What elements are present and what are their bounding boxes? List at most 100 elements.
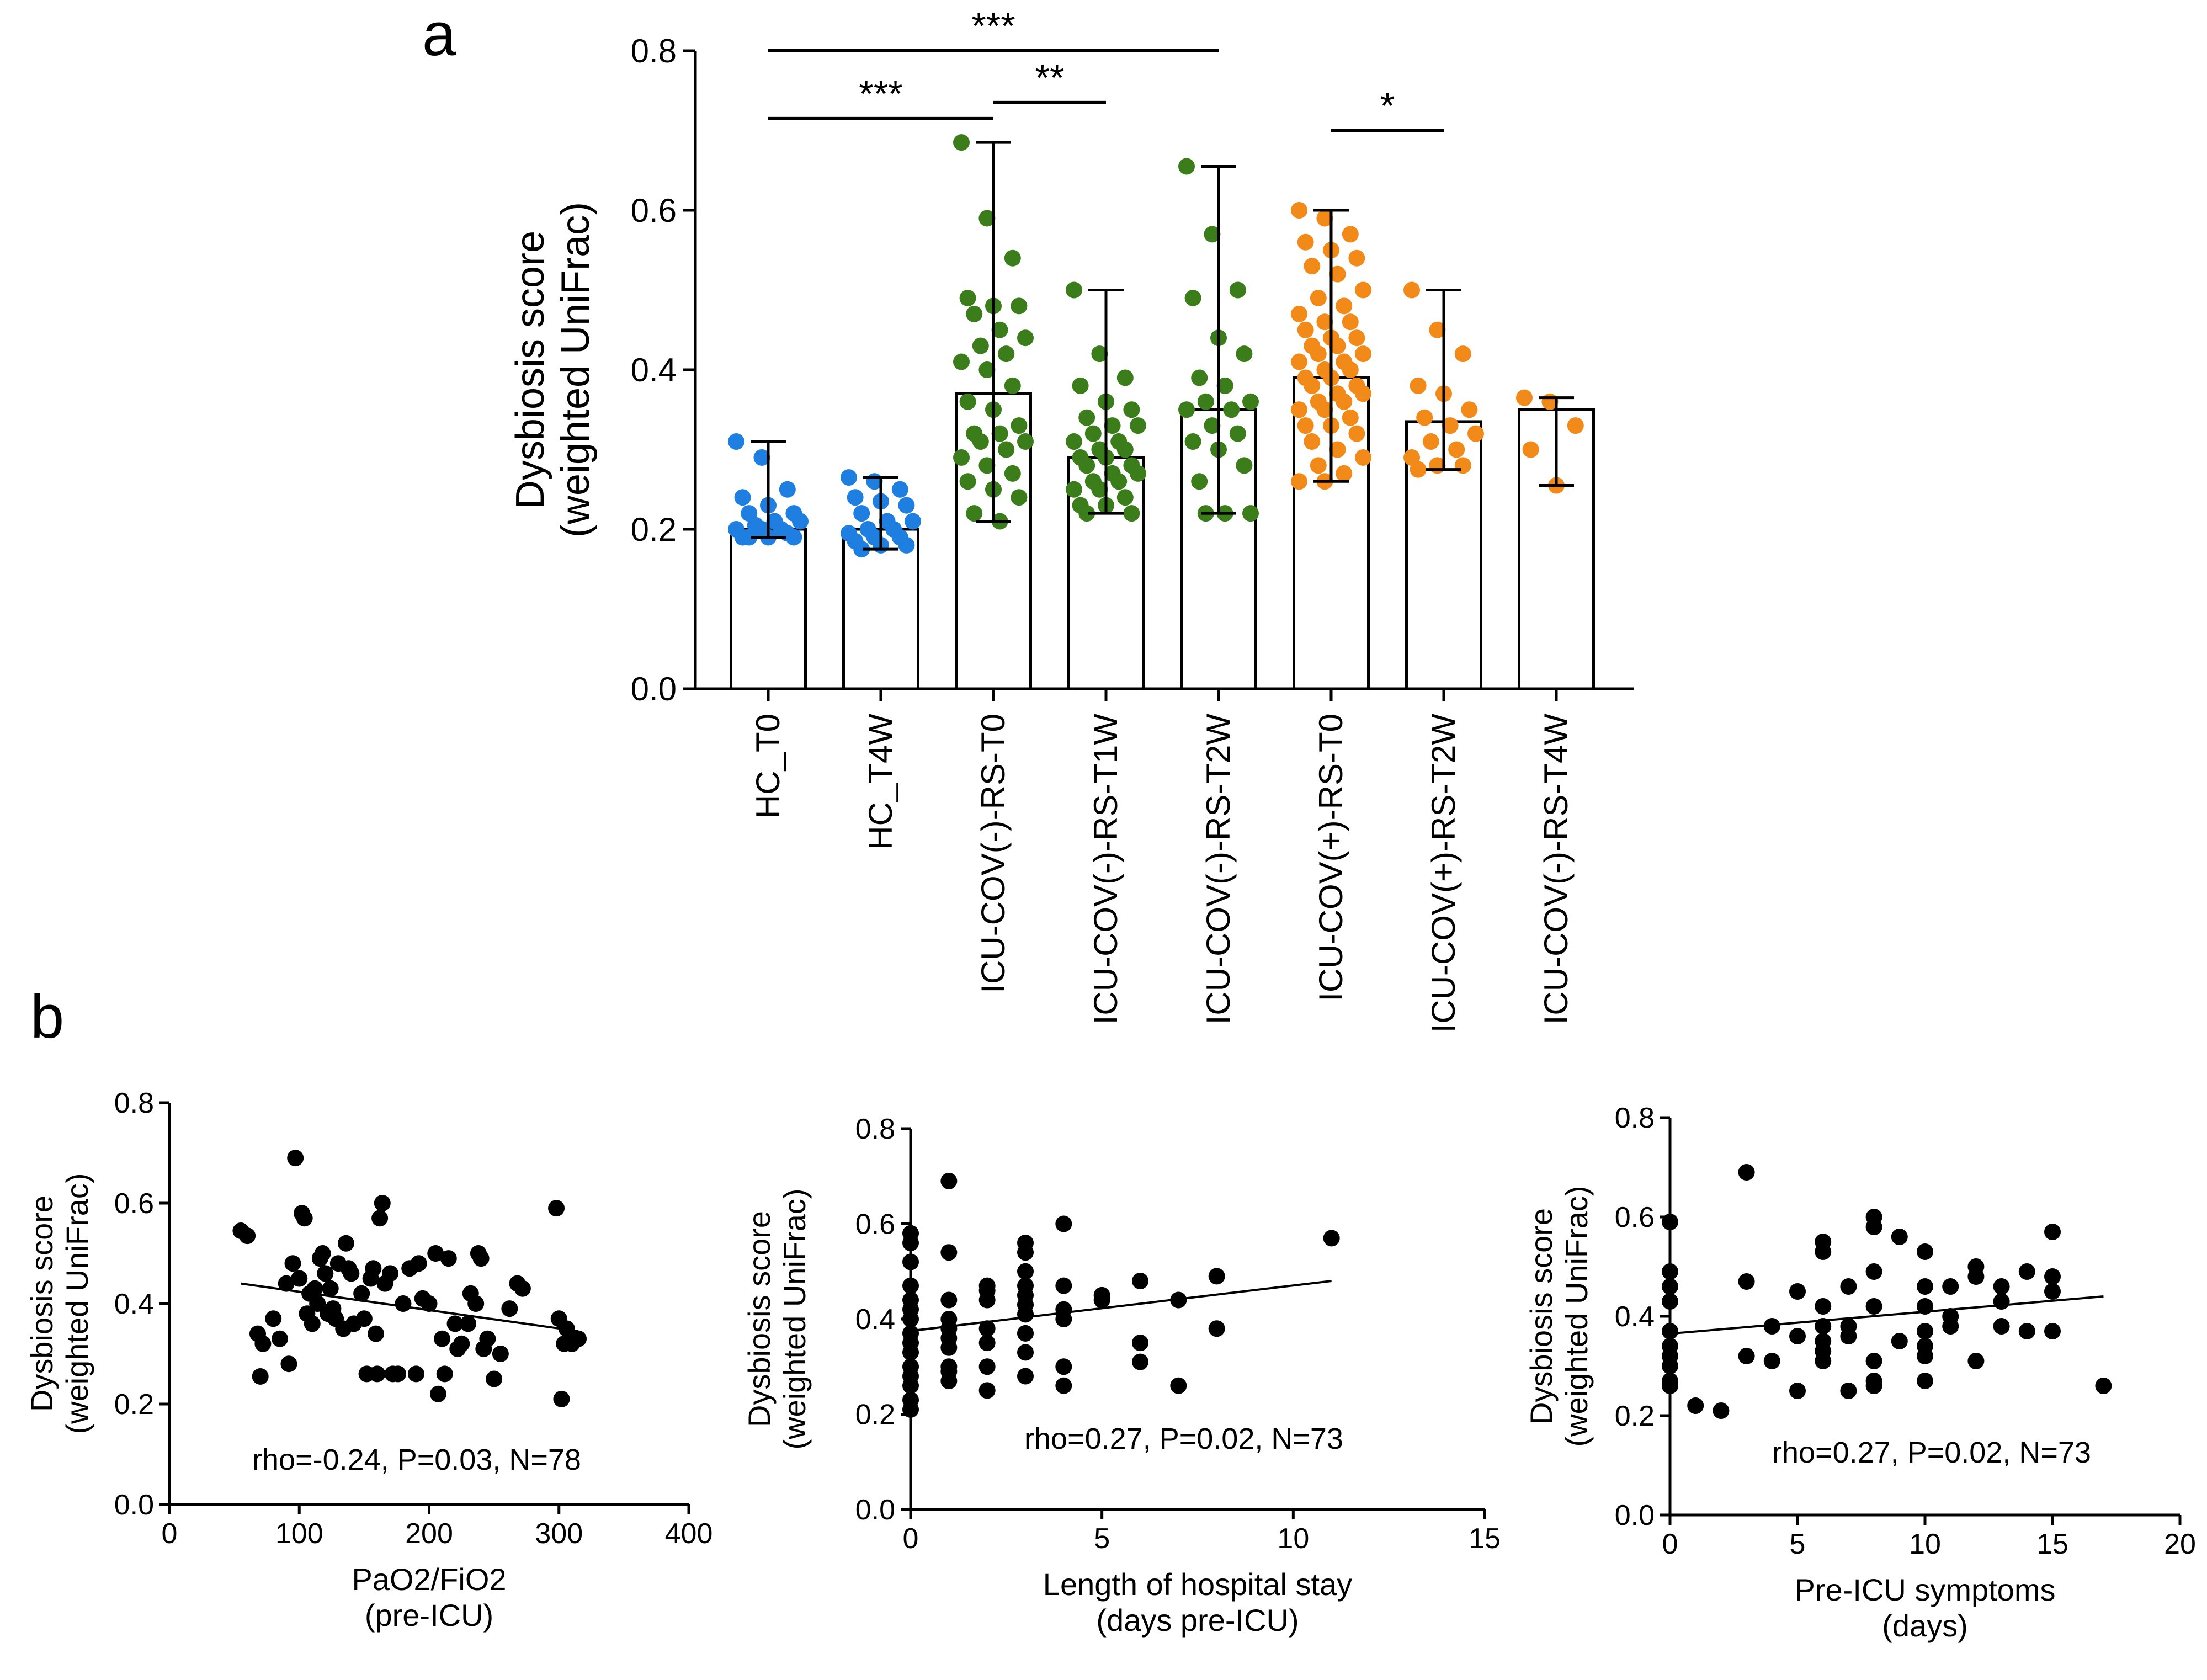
data-point — [1763, 1353, 1780, 1369]
data-point — [1093, 1291, 1110, 1309]
data-point — [278, 1275, 295, 1292]
data-point — [1763, 1318, 1780, 1335]
x-tick-label: 400 — [665, 1518, 713, 1550]
data-point — [2018, 1263, 2035, 1280]
data-point — [1236, 457, 1253, 474]
bar — [730, 528, 807, 690]
data-point — [1011, 417, 1028, 434]
data-point — [1815, 1243, 1832, 1260]
bar-chart-dysbiosis: 0.0 0.2 0.4 0.6 0.8 Dysbiosis score(weighted … — [508, 5, 1634, 1033]
data-point — [1184, 433, 1201, 450]
data-point — [978, 1320, 996, 1337]
x-tick-label: 10 — [1277, 1523, 1309, 1555]
data-point — [1316, 313, 1333, 331]
data-point — [371, 1210, 389, 1227]
data-point — [847, 489, 864, 506]
data-point — [1130, 417, 1146, 434]
data-point — [304, 1315, 321, 1332]
x-tick-label: 10 — [1909, 1528, 1941, 1560]
y-tick-label: 0.0 — [114, 1489, 154, 1521]
data-point — [1789, 1283, 1806, 1300]
data-point — [1078, 505, 1095, 522]
data-point — [1917, 1323, 1933, 1339]
data-point — [1840, 1383, 1857, 1399]
data-point — [368, 1325, 385, 1342]
x-tick-label: ICU-COV(-)-RS-T4W — [1538, 714, 1575, 1025]
y-tick-label: 0.6 — [631, 192, 677, 229]
data-point — [1132, 1273, 1148, 1289]
x-tick-label: ICU-COV(-)-RS-T0 — [975, 714, 1012, 993]
data-point — [374, 1195, 391, 1211]
data-point — [1130, 465, 1146, 482]
data-point — [1329, 265, 1346, 283]
data-point — [741, 529, 758, 546]
panel-b-label: b — [30, 983, 64, 1051]
data-point — [1355, 345, 1371, 363]
data-point — [1066, 433, 1082, 450]
data-point — [1329, 441, 1346, 458]
data-point — [959, 393, 976, 410]
data-point — [1191, 473, 1208, 490]
data-point — [2095, 1378, 2112, 1394]
data-point — [978, 1382, 996, 1399]
data-point — [978, 1335, 996, 1352]
data-point — [254, 1335, 272, 1352]
y-tick-label: 0.8 — [855, 1113, 895, 1145]
data-point — [1738, 1273, 1755, 1290]
data-point — [280, 1355, 297, 1373]
data-point — [978, 361, 996, 378]
y-axis-label-line1: Dysbiosis score — [24, 1195, 59, 1412]
y-tick-label: 0.8 — [114, 1087, 154, 1119]
data-point — [1738, 1348, 1755, 1364]
data-point — [1662, 1278, 1678, 1295]
data-point — [959, 289, 976, 306]
y-tick-label: 0.4 — [1615, 1301, 1655, 1333]
data-point — [1310, 457, 1327, 474]
data-point — [991, 321, 1008, 338]
regression-line — [241, 1282, 579, 1333]
data-point — [1208, 1268, 1225, 1285]
data-point — [1291, 202, 1307, 219]
data-point — [1993, 1278, 2010, 1295]
data-point — [940, 1339, 958, 1356]
stats-annotation: rho=-0.24, P=0.03, N=78 — [252, 1443, 581, 1476]
data-point — [1310, 345, 1327, 363]
data-point — [966, 505, 983, 522]
data-point — [1891, 1333, 1908, 1349]
data-point — [1917, 1278, 1933, 1295]
significance-label: ** — [1035, 57, 1065, 99]
y-tick-label: 0.4 — [855, 1304, 895, 1336]
data-point — [1242, 393, 1259, 410]
data-point — [1304, 377, 1321, 394]
data-point — [1891, 1229, 1908, 1245]
data-point — [1336, 465, 1353, 482]
data-point — [252, 1368, 269, 1385]
data-point — [1017, 1368, 1034, 1385]
data-point — [1662, 1323, 1678, 1339]
data-point — [1662, 1293, 1678, 1310]
data-point — [467, 1295, 485, 1312]
stats-annotation: rho=0.27, P=0.02, N=73 — [1024, 1422, 1343, 1455]
x-tick-label: 0 — [903, 1523, 919, 1555]
data-point — [978, 457, 996, 474]
data-point — [1454, 345, 1471, 363]
data-point — [1815, 1298, 1832, 1315]
y-axis-label-line2: (weighted UniFrac) — [1559, 1185, 1594, 1447]
data-point — [1011, 297, 1028, 315]
y-tick-label: 0.4 — [631, 352, 677, 389]
data-point — [1004, 465, 1021, 482]
data-point — [902, 1401, 919, 1418]
x-tick-label: 300 — [535, 1518, 583, 1550]
data-point — [2018, 1323, 2035, 1339]
data-point — [2044, 1224, 2061, 1240]
data-point — [1917, 1348, 1933, 1364]
data-point — [365, 1260, 382, 1277]
data-point — [1116, 489, 1134, 506]
x-tick-label: 5 — [1790, 1528, 1806, 1560]
data-point — [1017, 433, 1034, 450]
data-point — [1917, 1373, 1933, 1389]
y-tick-label: 0.6 — [114, 1188, 154, 1220]
data-point — [902, 1277, 919, 1294]
data-point — [337, 1235, 354, 1252]
data-point — [440, 1250, 457, 1267]
